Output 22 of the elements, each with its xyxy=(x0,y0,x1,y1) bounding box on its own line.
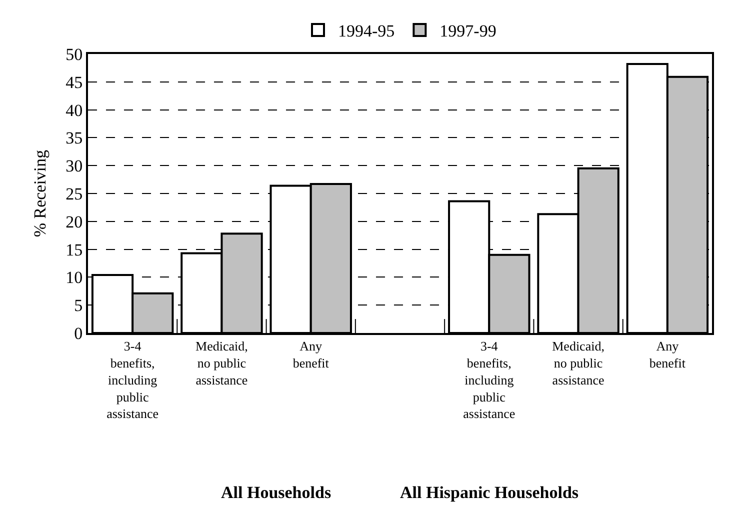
x-tick-label: Medicaid, no public assistance xyxy=(552,338,605,388)
y-tick-label: 40 xyxy=(66,100,83,120)
x-tick-label: 3-4 benefits, including public assistance xyxy=(106,338,159,422)
x-tick-label: 3-4 benefits, including public assistance xyxy=(463,338,516,422)
x-tick-label: Any benefit xyxy=(292,338,330,370)
y-tick-label: 10 xyxy=(66,268,83,288)
y-tick-label: 0 xyxy=(74,324,83,343)
y-tick-label: 20 xyxy=(66,212,83,232)
y-tick-label: 5 xyxy=(74,296,83,316)
y-tick-label: 45 xyxy=(66,72,83,92)
y-tick-label: 30 xyxy=(66,156,83,176)
text: All Hispanic Households xyxy=(400,483,579,502)
y-tick-label: 35 xyxy=(66,128,83,148)
y-tick-label: 50 xyxy=(66,44,83,64)
text: All Households xyxy=(221,483,332,502)
y-axis-title: % Receiving xyxy=(30,149,50,238)
x-tick-label: Any benefit xyxy=(649,338,686,370)
y-tick-label: 25 xyxy=(66,184,83,204)
y-tick-label: 15 xyxy=(66,240,83,260)
legend-label: 1994-95 xyxy=(338,22,395,41)
x-tick-label: Medicaid, no public assistance xyxy=(196,338,248,388)
legend-label: 1997-99 xyxy=(440,22,496,41)
